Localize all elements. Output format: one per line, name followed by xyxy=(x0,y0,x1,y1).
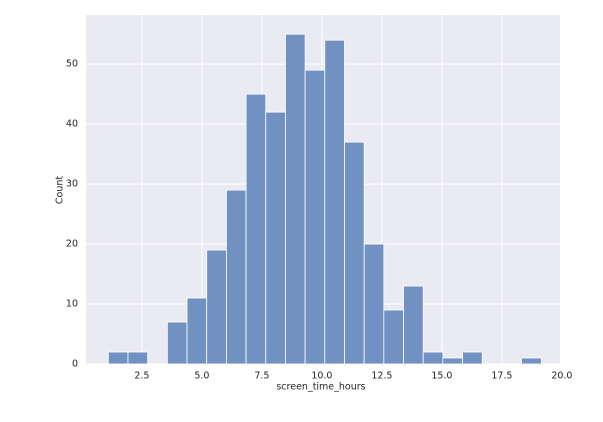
bar xyxy=(206,249,227,365)
bar xyxy=(324,39,345,365)
x-tick-label: 12.5 xyxy=(371,371,392,382)
x-axis-label: screen_time_hours xyxy=(276,382,365,393)
y-tick-label: 10 xyxy=(66,299,78,310)
y-tick-label: 40 xyxy=(66,119,78,130)
x-tick-label: 7.5 xyxy=(254,371,269,382)
bar xyxy=(265,111,286,365)
x-tick-label: 10.0 xyxy=(311,371,332,382)
bar xyxy=(225,189,247,365)
bar xyxy=(383,309,404,365)
bar xyxy=(462,351,483,365)
bar xyxy=(127,351,149,365)
y-tick-label: 30 xyxy=(66,179,78,190)
bar xyxy=(442,357,463,365)
bar xyxy=(304,69,326,365)
y-tick-label: 50 xyxy=(66,59,78,70)
bar xyxy=(186,297,208,365)
x-tick-label: 15.0 xyxy=(431,371,452,382)
bar xyxy=(403,285,424,365)
x-tick-label: 2.5 xyxy=(134,371,149,382)
x-tick-label: 5.0 xyxy=(194,371,209,382)
x-tick-label: 17.5 xyxy=(491,371,512,382)
bar xyxy=(344,141,365,365)
x-tick-label: 20.0 xyxy=(551,371,572,382)
bar xyxy=(166,321,188,365)
bar xyxy=(107,351,129,365)
bar xyxy=(363,243,385,365)
bar xyxy=(285,33,306,365)
y-tick-label: 0 xyxy=(72,359,78,370)
bar xyxy=(422,351,444,365)
y-axis-label: Count xyxy=(55,176,66,204)
bar xyxy=(245,93,267,365)
bar xyxy=(521,357,542,365)
y-tick-label: 20 xyxy=(66,239,78,250)
